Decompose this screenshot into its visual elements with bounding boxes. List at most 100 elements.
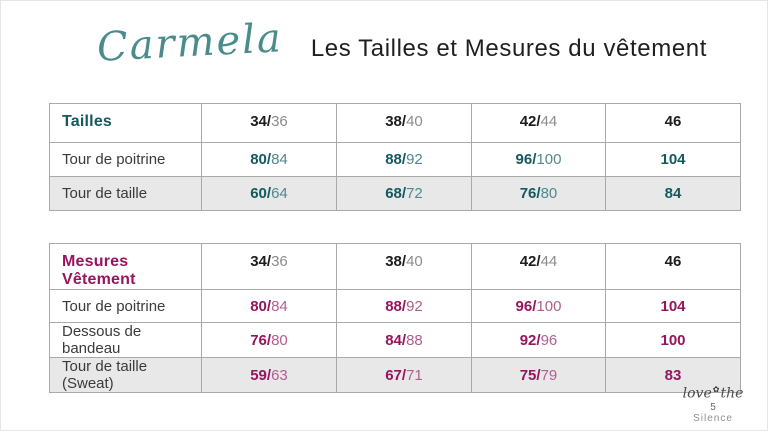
measure-cell: 88/92 <box>336 142 472 177</box>
measure-cell: 96/100 <box>471 142 606 177</box>
size-column-header: 38/40 <box>336 243 472 290</box>
measure-value-main: 59/ <box>250 366 272 384</box>
body-sizes-table: Tailles 34/36 38/40 42/44 46 Tour de poitrine… <box>49 103 741 211</box>
measure-cell: 104 <box>605 142 741 177</box>
measure-cell: 59/63 <box>201 357 337 393</box>
size-value-main: 42/ <box>519 253 541 270</box>
measure-value-main: 75/ <box>519 366 541 384</box>
measure-value-main: 88/ <box>385 297 407 315</box>
size-header-row: Mesures Vêtement 34/36 38/40 42/44 46 <box>49 243 741 290</box>
measure-cell: 84 <box>605 176 741 211</box>
measure-value-alt: 88 <box>406 331 423 349</box>
row-label: Tour de poitrine <box>49 289 202 323</box>
size-column-header: 42/44 <box>471 103 606 143</box>
measure-cell: 96/100 <box>471 289 606 323</box>
size-value-main: 34/ <box>250 253 272 270</box>
measure-value-alt: 79 <box>540 366 558 384</box>
garment-measures-table-body: Mesures Vêtement 34/36 38/40 42/44 46 Tour de… <box>49 243 741 393</box>
brand-script-left: love <box>682 386 712 402</box>
row-label: Tour de taille (Sweat) <box>49 357 202 393</box>
size-value-alt: 40 <box>406 113 423 130</box>
table-row: Tour de taille 60/64 68/72 76/80 84 <box>49 176 741 211</box>
row-label: Tour de taille <box>49 176 202 211</box>
measure-value-main: 76/ <box>519 185 541 202</box>
measure-value-alt: 96 <box>540 331 558 349</box>
measure-value-main: 68/ <box>385 185 407 202</box>
measure-value-alt: 100 <box>536 297 562 315</box>
body-sizes-table-body: Tailles 34/36 38/40 42/44 46 Tour de poitrine… <box>49 103 741 211</box>
measure-value-alt: 100 <box>536 151 562 168</box>
brand-script-right: the <box>720 386 744 402</box>
measure-value-alt: 92 <box>406 297 423 315</box>
measure-value-main: 96/ <box>515 297 537 315</box>
measure-cell: 68/72 <box>336 176 472 211</box>
measure-value-main: 84 <box>664 185 682 202</box>
measure-value-main: 84/ <box>385 331 407 349</box>
size-header-row: Tailles 34/36 38/40 42/44 46 <box>49 103 741 143</box>
measure-cell: 80/84 <box>201 142 337 177</box>
size-column-header: 46 <box>605 243 741 290</box>
size-column-header: 34/36 <box>201 103 337 143</box>
size-value-alt: 44 <box>540 253 558 270</box>
measure-value-alt: 84 <box>271 151 288 168</box>
table-row: Tour de taille (Sweat) 59/63 67/71 75/79 83 <box>49 357 741 393</box>
measure-value-main: 83 <box>664 366 682 384</box>
measure-cell: 75/79 <box>471 357 606 393</box>
measure-cell: 83 <box>605 357 741 393</box>
flower-icon: ✿ <box>712 385 720 395</box>
measure-cell: 88/92 <box>336 289 472 323</box>
brand-love-the: love✿the <box>667 386 759 401</box>
measure-value-main: 88/ <box>385 151 407 168</box>
size-value-main: 46 <box>664 113 682 130</box>
measure-value-alt: 92 <box>406 151 423 168</box>
measure-cell: 92/96 <box>471 322 606 358</box>
table-row: Dessous de bandeau 76/80 84/88 92/96 100 <box>49 322 741 358</box>
measure-value-main: 92/ <box>519 331 541 349</box>
size-value-alt: 40 <box>406 253 423 270</box>
measure-cell: 67/71 <box>336 357 472 393</box>
measure-cell: 76/80 <box>471 176 606 211</box>
brand-logo-script: Carmela <box>95 15 284 71</box>
size-value-main: 34/ <box>250 113 272 130</box>
garment-measures-table: Mesures Vêtement 34/36 38/40 42/44 46 Tour de… <box>49 243 741 393</box>
measure-value-alt: 72 <box>406 185 423 202</box>
size-value-alt: 44 <box>540 113 558 130</box>
measure-value-main: 80/ <box>250 297 272 315</box>
brand-silence: Silence <box>693 413 733 424</box>
table-corner-label: Mesures Vêtement <box>49 243 202 290</box>
measure-cell: 80/84 <box>201 289 337 323</box>
size-column-header: 46 <box>605 103 741 143</box>
measure-value-main: 104 <box>660 297 686 315</box>
table-row: Tour de poitrine 80/84 88/92 96/100 104 <box>49 142 741 177</box>
page-number: 5 <box>710 402 716 413</box>
measure-value-alt: 80 <box>271 331 288 349</box>
size-value-alt: 36 <box>271 113 288 130</box>
measure-value-main: 67/ <box>385 366 407 384</box>
size-value-main: 38/ <box>385 113 407 130</box>
header: Carmela Les Tailles et Mesures du vêteme… <box>96 15 707 71</box>
table-row: Tour de poitrine 80/84 88/92 96/100 104 <box>49 289 741 323</box>
footer-brand: love✿the 5 Silence <box>667 386 759 425</box>
page-title: Les Tailles et Mesures du vêtement <box>310 35 707 62</box>
size-column-header: 42/44 <box>471 243 606 290</box>
size-value-main: 38/ <box>385 253 407 270</box>
measure-value-alt: 64 <box>271 185 288 202</box>
measure-cell: 60/64 <box>201 176 337 211</box>
size-column-header: 38/40 <box>336 103 472 143</box>
measure-cell: 104 <box>605 289 741 323</box>
size-value-alt: 36 <box>271 253 288 270</box>
row-label: Dessous de bandeau <box>49 322 202 358</box>
measure-value-alt: 84 <box>271 297 288 315</box>
measure-cell: 76/80 <box>201 322 337 358</box>
measure-value-main: 60/ <box>250 185 272 202</box>
measure-cell: 100 <box>605 322 741 358</box>
measure-value-alt: 63 <box>271 366 288 384</box>
measure-value-main: 96/ <box>515 151 537 168</box>
measure-value-main: 80/ <box>250 151 272 168</box>
measure-value-main: 104 <box>660 151 686 168</box>
measure-value-main: 100 <box>660 331 686 349</box>
measure-value-alt: 80 <box>540 185 558 202</box>
row-label: Tour de poitrine <box>49 142 202 177</box>
size-value-main: 42/ <box>519 113 541 130</box>
